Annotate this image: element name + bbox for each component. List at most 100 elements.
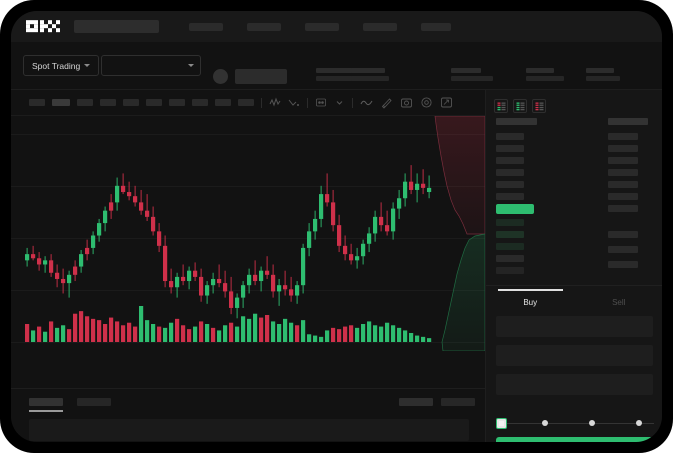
- orderbook-ask-row[interactable]: [496, 133, 524, 140]
- orderbook-ask-row[interactable]: [496, 169, 524, 176]
- nav-item-4[interactable]: [421, 22, 451, 31]
- slider-step-25[interactable]: [542, 420, 548, 426]
- spot-trading-label: Spot Trading: [32, 60, 81, 71]
- timeframe-4[interactable]: [123, 99, 139, 106]
- orderbook-total-row: [608, 261, 638, 268]
- market-header: Spot Trading: [11, 42, 662, 90]
- ask-depth-area: [434, 116, 485, 235]
- compare-icon[interactable]: [315, 97, 327, 108]
- timeframe-0[interactable]: [29, 99, 45, 106]
- orderbook-ask-row[interactable]: [496, 181, 524, 188]
- orderbook-ask-row[interactable]: [496, 157, 524, 164]
- tab-sell[interactable]: Sell: [575, 289, 663, 315]
- submit-buy-button[interactable]: [496, 437, 653, 442]
- orders-empty-row: [29, 419, 469, 441]
- timeframe-7[interactable]: [192, 99, 208, 106]
- line-chart-icon[interactable]: [360, 97, 373, 108]
- volume-histogram: [25, 306, 432, 342]
- orderbook-ask-row[interactable]: [496, 145, 524, 152]
- timeframe-9[interactable]: [238, 99, 254, 106]
- tab-buy[interactable]: Buy: [486, 289, 575, 315]
- timeframe-2[interactable]: [77, 99, 93, 106]
- nav-item-2[interactable]: [305, 22, 339, 31]
- spot-trading-dropdown[interactable]: Spot Trading: [23, 55, 100, 76]
- orderbook-ask-row[interactable]: [496, 193, 524, 200]
- orderbook-bid-row[interactable]: [496, 267, 524, 274]
- top-navigation-bar: [11, 11, 662, 42]
- order-book[interactable]: [486, 118, 662, 285]
- orderbook-header-right: [608, 118, 648, 125]
- orders-action-1[interactable]: [441, 398, 475, 406]
- slider-track: [502, 422, 654, 424]
- amount-percent-slider[interactable]: [496, 418, 656, 429]
- chevron-down-icon: [188, 64, 194, 67]
- orderbook-total-row: [608, 246, 638, 253]
- app-screen: Spot Trading: [11, 11, 662, 442]
- orderbook-total-row: [608, 231, 638, 238]
- orders-tab-active-indicator: [29, 410, 63, 412]
- drawing-tools-icon[interactable]: [380, 96, 393, 109]
- orderbook-mode-asks[interactable]: [532, 99, 546, 113]
- chevron-down-icon: [84, 64, 91, 67]
- orderbook-total-row: [608, 157, 638, 164]
- coin-avatar: [213, 69, 228, 84]
- search-input[interactable]: [74, 20, 159, 33]
- orderbook-mode-bids[interactable]: [513, 99, 527, 113]
- orderbook-total-row: [608, 169, 638, 176]
- orderbook-bid-row[interactable]: [496, 231, 524, 238]
- timeframe-5[interactable]: [146, 99, 162, 106]
- orders-action-0[interactable]: [399, 398, 433, 406]
- toolbar-divider: [352, 97, 353, 108]
- market-stat-5: [586, 68, 620, 81]
- timeframe-6[interactable]: [169, 99, 185, 106]
- okx-logo[interactable]: [26, 20, 64, 33]
- both-sides-icon: [497, 102, 505, 110]
- orders-tab-open[interactable]: [29, 398, 63, 406]
- timeframe-8[interactable]: [215, 99, 231, 106]
- price-field[interactable]: [496, 345, 653, 366]
- orderbook-total-row: [608, 193, 638, 200]
- bids-only-icon: [516, 102, 524, 110]
- slider-handle[interactable]: [496, 418, 507, 429]
- trading-pair-select[interactable]: [101, 55, 201, 76]
- orderbook-bid-row[interactable]: [496, 243, 524, 250]
- snapshot-camera-icon[interactable]: [400, 96, 413, 109]
- candlestick-series: [25, 165, 432, 319]
- slider-step-50[interactable]: [589, 420, 595, 426]
- nav-item-0[interactable]: [189, 22, 223, 31]
- depth-chart-overlay: [434, 116, 485, 351]
- slider-step-75[interactable]: [636, 420, 642, 426]
- asks-only-icon: [535, 102, 543, 110]
- pair-name-skeleton: [235, 69, 287, 84]
- orderbook-total-row: [608, 145, 638, 152]
- indicators-icon[interactable]: [269, 97, 281, 108]
- orderbook-bid-row[interactable]: [496, 219, 524, 226]
- orderbook-total-row: [608, 205, 638, 212]
- market-stat-0: [316, 68, 368, 81]
- amount-field[interactable]: [496, 374, 653, 395]
- toolbar-divider: [307, 97, 308, 108]
- orderbook-bid-row[interactable]: [496, 255, 524, 262]
- market-stat-3: [451, 68, 493, 81]
- market-stat-4: [526, 68, 564, 81]
- trade-side-panel: Buy Sell: [485, 90, 662, 442]
- chart-type-icon[interactable]: [288, 97, 300, 108]
- nav-item-3[interactable]: [363, 22, 397, 31]
- chevron-down-icon[interactable]: [334, 97, 345, 108]
- orderbook-total-row: [608, 133, 638, 140]
- orderbook-mode-both[interactable]: [494, 99, 508, 113]
- order-type-field[interactable]: [496, 316, 653, 337]
- timeframe-3[interactable]: [100, 99, 116, 106]
- tab-sell-label: Sell: [612, 297, 626, 307]
- orders-panel: [11, 388, 485, 442]
- nav-item-1[interactable]: [247, 22, 281, 31]
- fullscreen-icon[interactable]: [440, 96, 453, 109]
- settings-gear-icon[interactable]: [420, 96, 433, 109]
- orders-tab-history[interactable]: [77, 398, 111, 406]
- toolbar-divider: [261, 97, 262, 108]
- orderbook-last-price-row[interactable]: [496, 204, 534, 214]
- price-chart[interactable]: [11, 116, 485, 388]
- timeframe-1[interactable]: [52, 99, 70, 106]
- bid-depth-area: [441, 233, 485, 351]
